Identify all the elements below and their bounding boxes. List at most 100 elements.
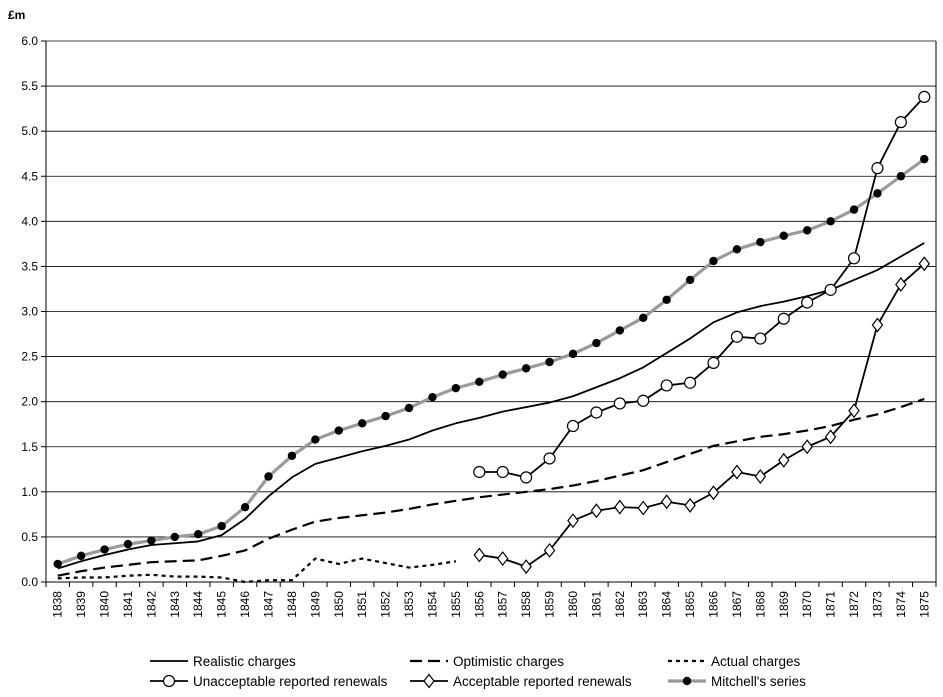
unacceptable-reported-renewals-point <box>847 252 861 265</box>
acceptable-reported-renewals-point <box>496 551 509 567</box>
legend-label: Actual charges <box>711 654 801 669</box>
mitchell-s-series-point <box>404 403 414 413</box>
acceptable-reported-renewals-point <box>567 513 579 529</box>
y-tick-label: 3.5 <box>21 259 38 273</box>
legend-mitchell-s-series-point <box>682 676 692 686</box>
series-layer <box>53 90 931 584</box>
mitchell-s-series-point <box>779 231 788 240</box>
y-tick-label: 0.5 <box>21 530 38 544</box>
series-optimistic-charges <box>57 397 925 577</box>
acceptable-reported-renewals-point <box>637 500 649 516</box>
mitchell-s-series-point <box>194 530 203 539</box>
mitchell-s-series-point <box>334 426 343 435</box>
x-tick-label: 1844 <box>191 591 205 618</box>
x-tick-label: 1864 <box>660 591 674 618</box>
mitchell-s-series-point <box>826 217 835 226</box>
mitchell-s-series-point <box>521 364 531 373</box>
acceptable-reported-renewals-point <box>824 429 837 445</box>
mitchell-s-series-point <box>240 502 250 512</box>
legend: Realistic charges Optimistic charges Actua… <box>150 654 806 689</box>
mitchell-s-series-point <box>53 559 62 569</box>
x-tick-label: 1856 <box>472 591 486 618</box>
x-tick-label: 1865 <box>683 591 697 618</box>
unacceptable-reported-renewals-point <box>824 283 837 296</box>
x-tick-label: 1859 <box>543 591 557 618</box>
mitchell-s-series-point <box>475 377 484 387</box>
acceptable-reported-renewals-point <box>895 276 907 292</box>
mitchell-s-series-point <box>451 383 461 393</box>
y-tick-label: 4.0 <box>21 214 38 228</box>
legend-item-mitchell-s-series: Mitchell's series <box>668 674 806 689</box>
y-tick-label: 1.0 <box>21 485 38 499</box>
legend-item-optimistic-charges: Optimistic charges <box>410 654 564 669</box>
mitchell-s-series-point <box>123 539 133 549</box>
mitchell-s-series-point <box>732 245 742 254</box>
series-mitchell-s-series <box>53 154 929 569</box>
acceptable-reported-renewals-point <box>684 497 696 513</box>
x-tick-label: 1861 <box>589 591 603 618</box>
mitchell-s-series-point <box>147 536 156 545</box>
x-tick-label: 1848 <box>285 591 299 618</box>
acceptable-reported-renewals-point <box>660 494 673 510</box>
mitchell-s-series-point <box>685 275 695 285</box>
legend-item-realistic-charges: Realistic charges <box>150 654 296 669</box>
x-tick-label: 1873 <box>870 591 884 618</box>
x-tick-label: 1870 <box>800 591 814 618</box>
mitchell-s-series-point <box>592 338 601 348</box>
mitchell-s-series-point <box>170 532 180 542</box>
unacceptable-reported-renewals-point <box>871 162 884 175</box>
y-tick-label: 6.0 <box>21 34 38 48</box>
mitchell-s-series-point <box>357 419 367 428</box>
acceptable-reported-renewals-point <box>801 439 813 455</box>
mitchell-s-series-point <box>76 551 86 561</box>
legend-label: Realistic charges <box>193 654 296 669</box>
x-tick-label: 1863 <box>636 591 650 618</box>
unacceptable-reported-renewals-point <box>801 296 814 309</box>
acceptable-reported-renewals-point <box>473 547 486 563</box>
series-unacceptable-reported-renewals <box>473 90 931 484</box>
series-realistic-charges <box>57 242 925 570</box>
x-tick-label: 1838 <box>51 591 65 618</box>
mitchell-s-series-point <box>498 370 507 379</box>
x-tick-label: 1855 <box>449 591 463 618</box>
acceptable-reported-renewals-point <box>590 503 603 519</box>
x-tick-label: 1867 <box>730 591 744 618</box>
series-line-realistic-charges <box>57 242 925 570</box>
legend-item-acceptable-reported-renewals: Acceptable reported renewals <box>410 673 632 689</box>
unacceptable-reported-renewals-point <box>473 465 486 479</box>
unacceptable-reported-renewals-point <box>660 379 673 392</box>
mitchell-s-series-point <box>428 392 437 402</box>
mitchell-s-series-point <box>920 154 929 164</box>
x-tick-label: 1850 <box>332 591 346 618</box>
legend-unacceptable-reported-renewals-point <box>162 674 176 688</box>
acceptable-reported-renewals-point <box>778 452 790 468</box>
mitchell-s-series-point <box>849 205 859 214</box>
acceptable-reported-renewals-point <box>871 317 884 333</box>
unacceptable-reported-renewals-point <box>613 397 626 410</box>
x-tick-label: 1874 <box>894 591 908 618</box>
unacceptable-reported-renewals-point <box>707 356 720 369</box>
mitchell-s-series-point <box>662 295 671 304</box>
acceptable-reported-renewals-point <box>918 256 931 272</box>
mitchell-s-series-point <box>756 237 765 247</box>
mitchell-s-series-point <box>217 521 226 531</box>
series-line-actual-charges <box>57 557 457 584</box>
mitchell-s-series-point <box>287 451 297 460</box>
y-tick-label: 5.0 <box>21 124 38 138</box>
legend-label: Optimistic charges <box>453 654 564 669</box>
x-tick-label: 1840 <box>98 591 112 618</box>
legend-label: Unacceptable reported renewals <box>193 674 388 689</box>
y-tick-label: 1.5 <box>21 440 38 454</box>
unacceptable-reported-renewals-point <box>918 90 931 104</box>
acceptable-reported-renewals-point <box>614 499 626 515</box>
y-tick-label: 5.5 <box>21 79 38 93</box>
unacceptable-reported-renewals-point <box>637 394 650 407</box>
mitchell-s-series-point <box>100 545 109 554</box>
mitchell-s-series-point <box>896 172 906 181</box>
x-tick-label: 1854 <box>425 591 439 618</box>
unacceptable-reported-renewals-point <box>894 116 907 129</box>
series-line-acceptable-reported-renewals <box>479 263 925 568</box>
x-tick-label: 1842 <box>144 591 158 618</box>
x-tick-label: 1839 <box>74 591 88 618</box>
